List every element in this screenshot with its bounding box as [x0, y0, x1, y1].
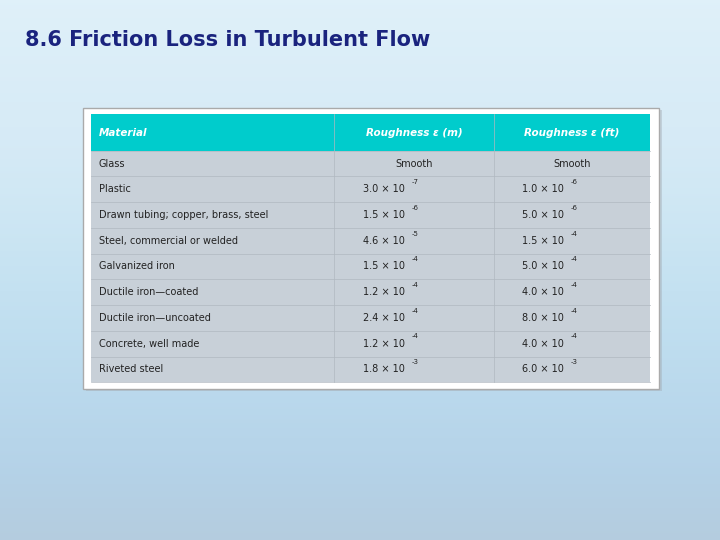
Text: -4: -4 [412, 308, 419, 314]
Text: 1.0 × 10: 1.0 × 10 [522, 184, 564, 194]
Text: -4: -4 [571, 231, 577, 237]
Text: Roughness ε (ft): Roughness ε (ft) [524, 127, 620, 138]
Text: -5: -5 [412, 231, 419, 237]
Text: 1.5 × 10: 1.5 × 10 [363, 210, 405, 220]
Text: 4.0 × 10: 4.0 × 10 [522, 287, 564, 297]
Text: -3: -3 [571, 359, 578, 365]
Text: -6: -6 [571, 205, 578, 211]
Text: 1.8 × 10: 1.8 × 10 [363, 364, 405, 374]
Text: Concrete, well made: Concrete, well made [99, 339, 199, 349]
Text: -4: -4 [571, 282, 577, 288]
Text: Smooth: Smooth [553, 159, 590, 168]
Text: Ductile iron—coated: Ductile iron—coated [99, 287, 198, 297]
Text: 1.2 × 10: 1.2 × 10 [363, 287, 405, 297]
Text: 5.0 × 10: 5.0 × 10 [522, 261, 564, 272]
Text: 4.0 × 10: 4.0 × 10 [522, 339, 564, 349]
Text: 3.0 × 10: 3.0 × 10 [363, 184, 405, 194]
Text: -4: -4 [412, 334, 419, 340]
Text: -4: -4 [571, 256, 577, 262]
FancyBboxPatch shape [86, 110, 662, 391]
Text: Drawn tubing; copper, brass, steel: Drawn tubing; copper, brass, steel [99, 210, 268, 220]
Text: 5.0 × 10: 5.0 × 10 [522, 210, 564, 220]
Text: 1.5 × 10: 1.5 × 10 [522, 236, 564, 246]
Text: 4.6 × 10: 4.6 × 10 [363, 236, 405, 246]
Text: 6.0 × 10: 6.0 × 10 [522, 364, 564, 374]
Text: 1.2 × 10: 1.2 × 10 [363, 339, 405, 349]
Text: -4: -4 [571, 308, 577, 314]
Text: 1.5 × 10: 1.5 × 10 [363, 261, 405, 272]
Text: Glass: Glass [99, 159, 125, 168]
Text: -7: -7 [412, 179, 419, 185]
Text: -4: -4 [412, 256, 419, 262]
Text: -6: -6 [412, 205, 419, 211]
Text: 2.4 × 10: 2.4 × 10 [363, 313, 405, 323]
Text: Smooth: Smooth [395, 159, 433, 168]
Text: 8.6 Friction Loss in Turbulent Flow: 8.6 Friction Loss in Turbulent Flow [25, 30, 431, 50]
Text: Material: Material [99, 127, 147, 138]
Text: Riveted steel: Riveted steel [99, 364, 163, 374]
FancyBboxPatch shape [83, 108, 659, 389]
Text: Galvanized iron: Galvanized iron [99, 261, 174, 272]
Text: Plastic: Plastic [99, 184, 130, 194]
FancyBboxPatch shape [91, 114, 650, 382]
Text: Steel, commercial or welded: Steel, commercial or welded [99, 236, 238, 246]
Text: Ductile iron—uncoated: Ductile iron—uncoated [99, 313, 210, 323]
FancyBboxPatch shape [91, 114, 650, 151]
Text: -4: -4 [571, 334, 577, 340]
Text: -6: -6 [571, 179, 578, 185]
Text: -3: -3 [412, 359, 419, 365]
Text: -4: -4 [412, 282, 419, 288]
Text: Roughness ε (m): Roughness ε (m) [366, 127, 462, 138]
Text: 8.0 × 10: 8.0 × 10 [522, 313, 564, 323]
